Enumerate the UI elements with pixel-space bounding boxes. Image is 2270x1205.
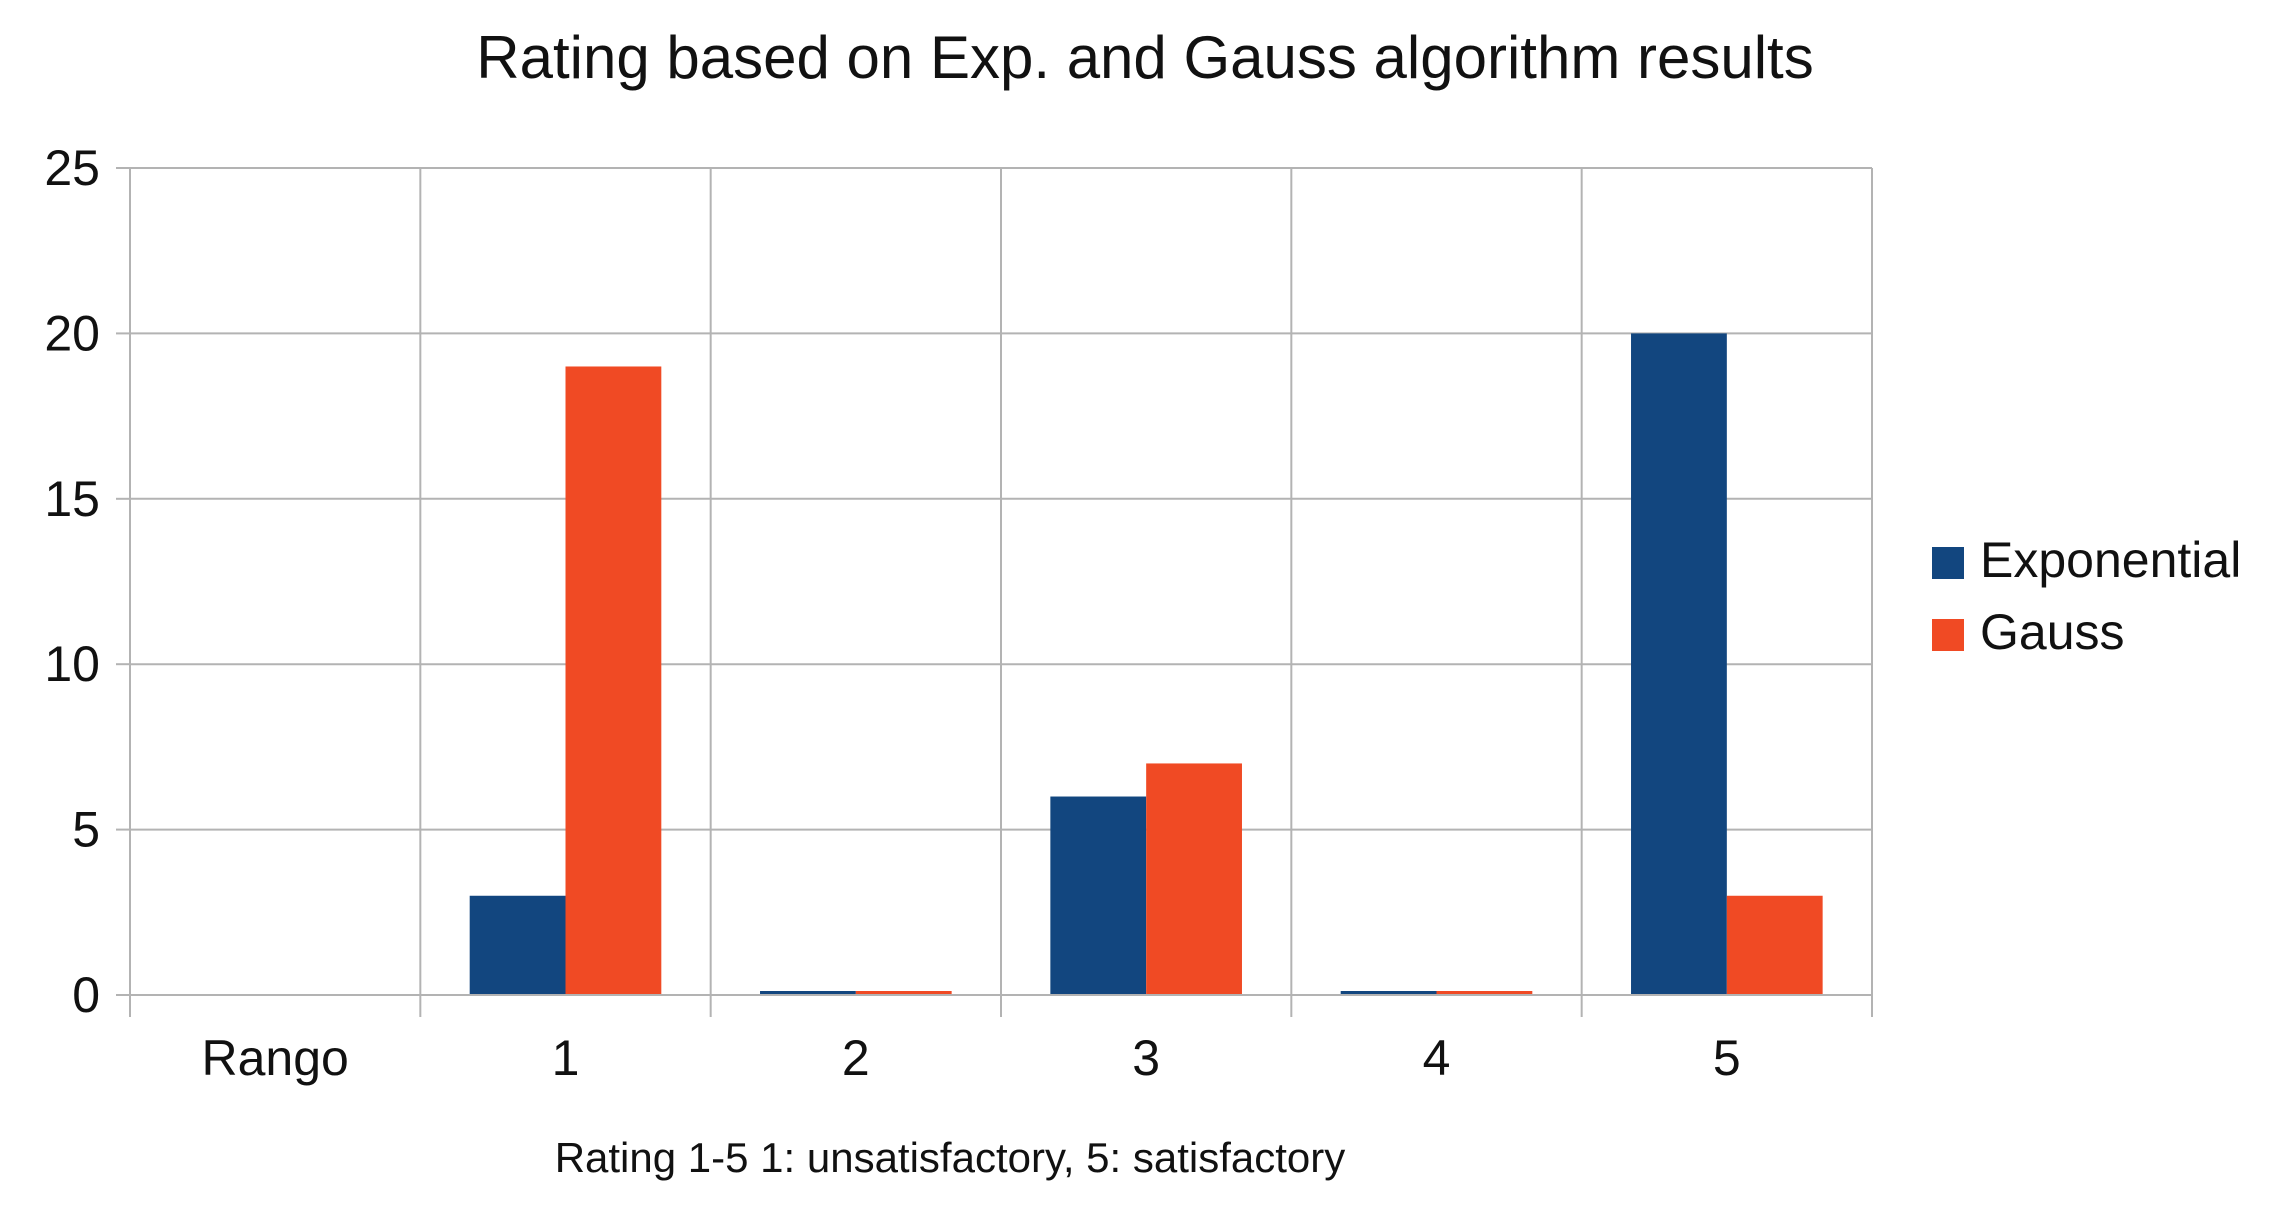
y-tick-label: 0 <box>72 967 100 1023</box>
x-tick-label: 2 <box>842 1030 870 1086</box>
x-tick-label: 5 <box>1713 1030 1741 1086</box>
bar-exponential-4 <box>1340 991 1437 995</box>
y-tick-label: 15 <box>44 471 100 527</box>
x-axis-label: Rating 1-5 1: unsatisfactory, 5: satisfa… <box>555 1134 1346 1181</box>
bar-gauss-2 <box>855 991 952 995</box>
legend-swatch-exponential <box>1932 547 1964 579</box>
x-tick-label: 4 <box>1423 1030 1451 1086</box>
bar-gauss-3 <box>1146 763 1242 995</box>
grid <box>129 167 1873 1017</box>
bar-gauss-4 <box>1436 991 1533 995</box>
legend-swatch-gauss <box>1932 619 1964 651</box>
bar-exponential-2 <box>760 991 856 995</box>
y-axis-ticks: 0 5 10 15 20 25 <box>44 140 130 1023</box>
legend-label-exponential: Exponential <box>1980 532 2241 588</box>
bar-exponential-5 <box>1631 333 1727 995</box>
bar-gauss-5 <box>1726 895 1823 995</box>
bar-gauss-1 <box>565 366 662 996</box>
bars <box>469 333 1823 996</box>
chart-title: Rating based on Exp. and Gauss algorithm… <box>476 24 1813 91</box>
axes <box>129 168 1872 996</box>
y-tick-label: 5 <box>72 802 100 858</box>
x-tick-label: 1 <box>552 1030 580 1086</box>
bar-exponential-3 <box>1050 796 1147 995</box>
x-tick-label: 3 <box>1132 1030 1160 1086</box>
y-tick-label: 25 <box>44 140 100 196</box>
legend-label-gauss: Gauss <box>1980 604 2125 660</box>
legend: Exponential Gauss <box>1932 532 2241 660</box>
x-tick-label: Rango <box>201 1030 348 1086</box>
bar-exponential-1 <box>469 895 566 995</box>
x-axis-ticks: Rango 1 2 3 4 5 <box>201 1030 1740 1086</box>
y-tick-label: 20 <box>44 305 100 361</box>
y-tick-label: 10 <box>44 636 100 692</box>
